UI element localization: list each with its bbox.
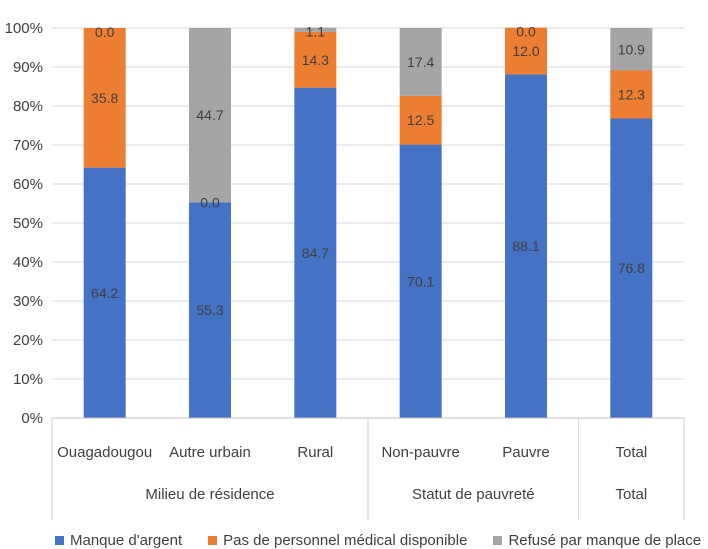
bar-segment-pas-de-personnel-medical-disponible-total: [610, 70, 653, 119]
bar-segment-pas-de-personnel-medical-disponible-ouagadougou: [83, 28, 126, 168]
y-tick-label: 20%: [13, 332, 43, 349]
legend-item-pas-de-personnel: Pas de personnel médical disponible: [208, 532, 467, 549]
y-tick-label: 50%: [13, 215, 43, 232]
data-label: 0.0: [516, 24, 536, 40]
legend-swatch: [208, 535, 218, 545]
data-label: 0.0: [200, 194, 220, 210]
data-label: 84.7: [302, 245, 329, 261]
bar-segment-manque-d-argent-rural: [294, 87, 337, 419]
y-tick-label: 30%: [13, 293, 43, 310]
legend-label: Manque d'argent: [70, 531, 183, 549]
data-label: 17.4: [407, 54, 434, 70]
legend-item-manque-argent: Manque d'argent: [55, 532, 182, 549]
x-group-label: Milieu de résidence: [145, 486, 274, 503]
y-tick-label: 100%: [5, 20, 43, 37]
bar-segment-manque-d-argent-ouagadougou: [83, 167, 126, 418]
data-label: 55.3: [196, 302, 223, 318]
legend-swatch: [55, 535, 64, 545]
x-axis: Ouagadougou Autre urbain Rural Non-pauvre Pa…: [51, 417, 685, 520]
bars: [83, 27, 653, 419]
y-tick-label: 80%: [13, 98, 43, 115]
x-group-label: Total: [615, 486, 647, 503]
data-label: 64.2: [91, 285, 118, 301]
data-label: 12.3: [618, 86, 645, 102]
data-label: 76.8: [618, 260, 645, 276]
x-tick-label: Ouagadougou: [57, 444, 152, 461]
bar-segment-pas-de-personnel-medical-disponible-non-pauvre: [399, 95, 442, 145]
data-labels: 64.2 35.8 0.0 55.3 0.0 44.7 84.7 14.3 1.1 70.1 12.…: [91, 24, 645, 319]
legend-label: Pas de personnel médical disponible: [223, 531, 468, 549]
y-axis-tick-labels: 0% 10% 20% 30% 40% 50% 60% 70% 80% 90% 100%: [5, 20, 43, 427]
data-label: 14.3: [302, 52, 329, 68]
bar-segment-refuse-par-manque-de-place-total: [610, 28, 653, 71]
gridlines: [52, 27, 684, 419]
bar-segment-refuse-par-manque-de-place-autre-urbain: [189, 28, 231, 203]
legend-label: Refusé par manque de place: [508, 531, 702, 549]
bar-segment-refuse-par-manque-de-place-non-pauvre: [399, 28, 442, 96]
data-label: 70.1: [407, 273, 434, 289]
data-label: 1.1: [306, 24, 326, 40]
bar-segment-manque-d-argent-autre-urbain: [189, 202, 231, 418]
stacked-bar-chart: 0% 10% 20% 30% 40% 50% 60% 70% 80% 90% 100% 64.2 35…: [5, 20, 685, 520]
x-tick-label: Rural: [297, 444, 333, 461]
x-tick-label: Non-pauvre: [381, 444, 459, 461]
x-group-label: Statut de pauvreté: [412, 486, 535, 503]
bar-segment-manque-d-argent-pauvre: [505, 74, 547, 418]
x-tick-label: Pauvre: [502, 444, 550, 461]
y-tick-label: 40%: [13, 254, 43, 271]
bar-segment-pas-de-personnel-medical-disponible-rural: [294, 31, 337, 88]
data-label: 35.8: [91, 90, 118, 106]
y-tick-label: 90%: [13, 59, 43, 76]
data-label: 12.5: [407, 112, 434, 128]
bar-segment-manque-d-argent-non-pauvre: [399, 144, 442, 419]
data-label: 0.0: [95, 24, 115, 40]
x-tick-label: Total: [615, 444, 647, 461]
y-tick-label: 60%: [13, 176, 43, 193]
data-label: 44.7: [196, 107, 223, 123]
legend: Manque d'argent Pas de personnel médical…: [0, 531, 708, 549]
bar-segment-refuse-par-manque-de-place-rural: [294, 27, 337, 32]
y-tick-label: 70%: [13, 137, 43, 154]
data-label: 10.9: [618, 41, 645, 57]
bar-segment-manque-d-argent-total: [610, 118, 653, 418]
legend-item-refuse: Refusé par manque de place: [493, 532, 701, 549]
legend-swatch: [493, 535, 503, 545]
y-tick-label: 0%: [21, 410, 43, 427]
bar-segment-pas-de-personnel-medical-disponible-pauvre: [505, 27, 547, 75]
y-tick-label: 10%: [13, 371, 43, 388]
data-label: 88.1: [512, 238, 539, 254]
data-label: 12.0: [512, 43, 539, 59]
x-tick-label: Autre urbain: [169, 444, 251, 461]
